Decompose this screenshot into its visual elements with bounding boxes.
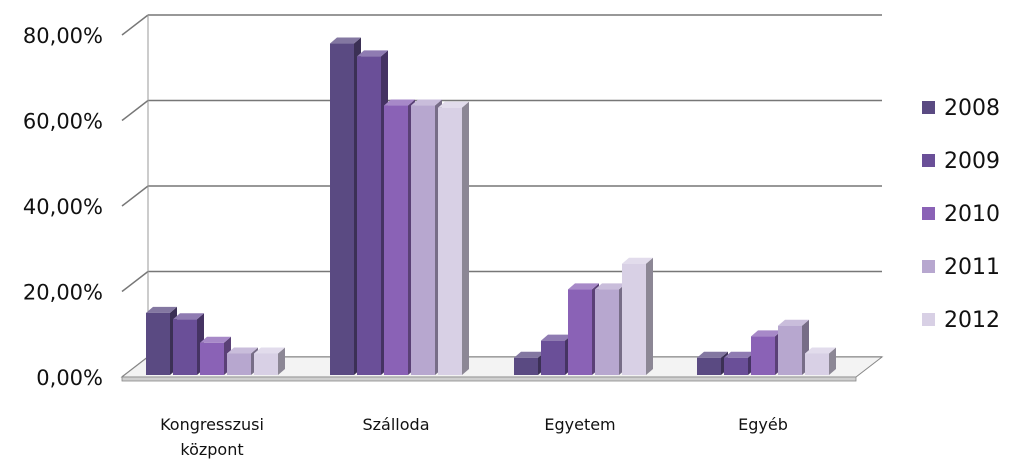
y-tick-label: 60,00% bbox=[23, 110, 103, 134]
gridline bbox=[121, 185, 882, 207]
x-axis-category-labels: Kongresszusi központ Szálloda Egyetem Egyéb bbox=[160, 415, 788, 459]
bar bbox=[778, 319, 809, 375]
legend-item: 2012 bbox=[922, 308, 1000, 333]
y-tick-label: 20,00% bbox=[23, 281, 103, 305]
gridline bbox=[121, 14, 882, 36]
x-category-label: Szálloda bbox=[363, 415, 430, 434]
legend-label: 2010 bbox=[944, 202, 1000, 227]
bar bbox=[254, 347, 285, 375]
gridline bbox=[121, 99, 882, 122]
legend-label: 2008 bbox=[944, 96, 1000, 121]
gridlines bbox=[121, 14, 882, 378]
legend-swatch bbox=[922, 313, 935, 326]
legend-label: 2012 bbox=[944, 308, 1000, 333]
legend-item: 2011 bbox=[922, 255, 1000, 280]
bar bbox=[357, 50, 388, 375]
y-tick-label: 80,00% bbox=[23, 24, 103, 48]
bar bbox=[384, 99, 415, 375]
bar bbox=[173, 313, 204, 375]
bar bbox=[227, 347, 258, 375]
legend: 2008 2009 2010 2011 2012 bbox=[922, 96, 1000, 333]
bar bbox=[514, 351, 545, 375]
legend-swatch bbox=[922, 101, 935, 114]
bar bbox=[697, 351, 728, 375]
chart-floor bbox=[120, 356, 884, 382]
bar bbox=[330, 37, 361, 376]
bar bbox=[622, 257, 653, 375]
y-tick-label: 0,00% bbox=[36, 366, 103, 390]
gridline bbox=[121, 270, 882, 293]
bar bbox=[805, 347, 836, 375]
legend-item: 2009 bbox=[922, 149, 1000, 174]
legend-swatch bbox=[922, 154, 935, 167]
bar bbox=[146, 306, 177, 375]
legend-label: 2009 bbox=[944, 149, 1000, 174]
bars bbox=[146, 37, 836, 376]
legend-swatch bbox=[922, 207, 935, 220]
bar bbox=[411, 99, 442, 375]
legend-item: 2010 bbox=[922, 202, 1000, 227]
bar bbox=[541, 334, 572, 375]
bar bbox=[724, 351, 755, 375]
legend-label: 2011 bbox=[944, 255, 1000, 280]
y-axis-ticks: 0,00% 20,00% 40,00% 60,00% 80,00% bbox=[23, 24, 103, 390]
x-category-label: Egyéb bbox=[738, 415, 788, 434]
legend-swatch bbox=[922, 260, 935, 273]
bar bbox=[438, 101, 469, 376]
legend-item: 2008 bbox=[922, 96, 1000, 121]
bar bbox=[568, 283, 599, 375]
bar bbox=[751, 330, 782, 375]
bar bbox=[595, 283, 626, 375]
x-category-label: Kongresszusi központ bbox=[160, 415, 264, 459]
x-category-label: Egyetem bbox=[544, 415, 615, 434]
y-tick-label: 40,00% bbox=[23, 195, 103, 219]
bar bbox=[200, 336, 231, 375]
